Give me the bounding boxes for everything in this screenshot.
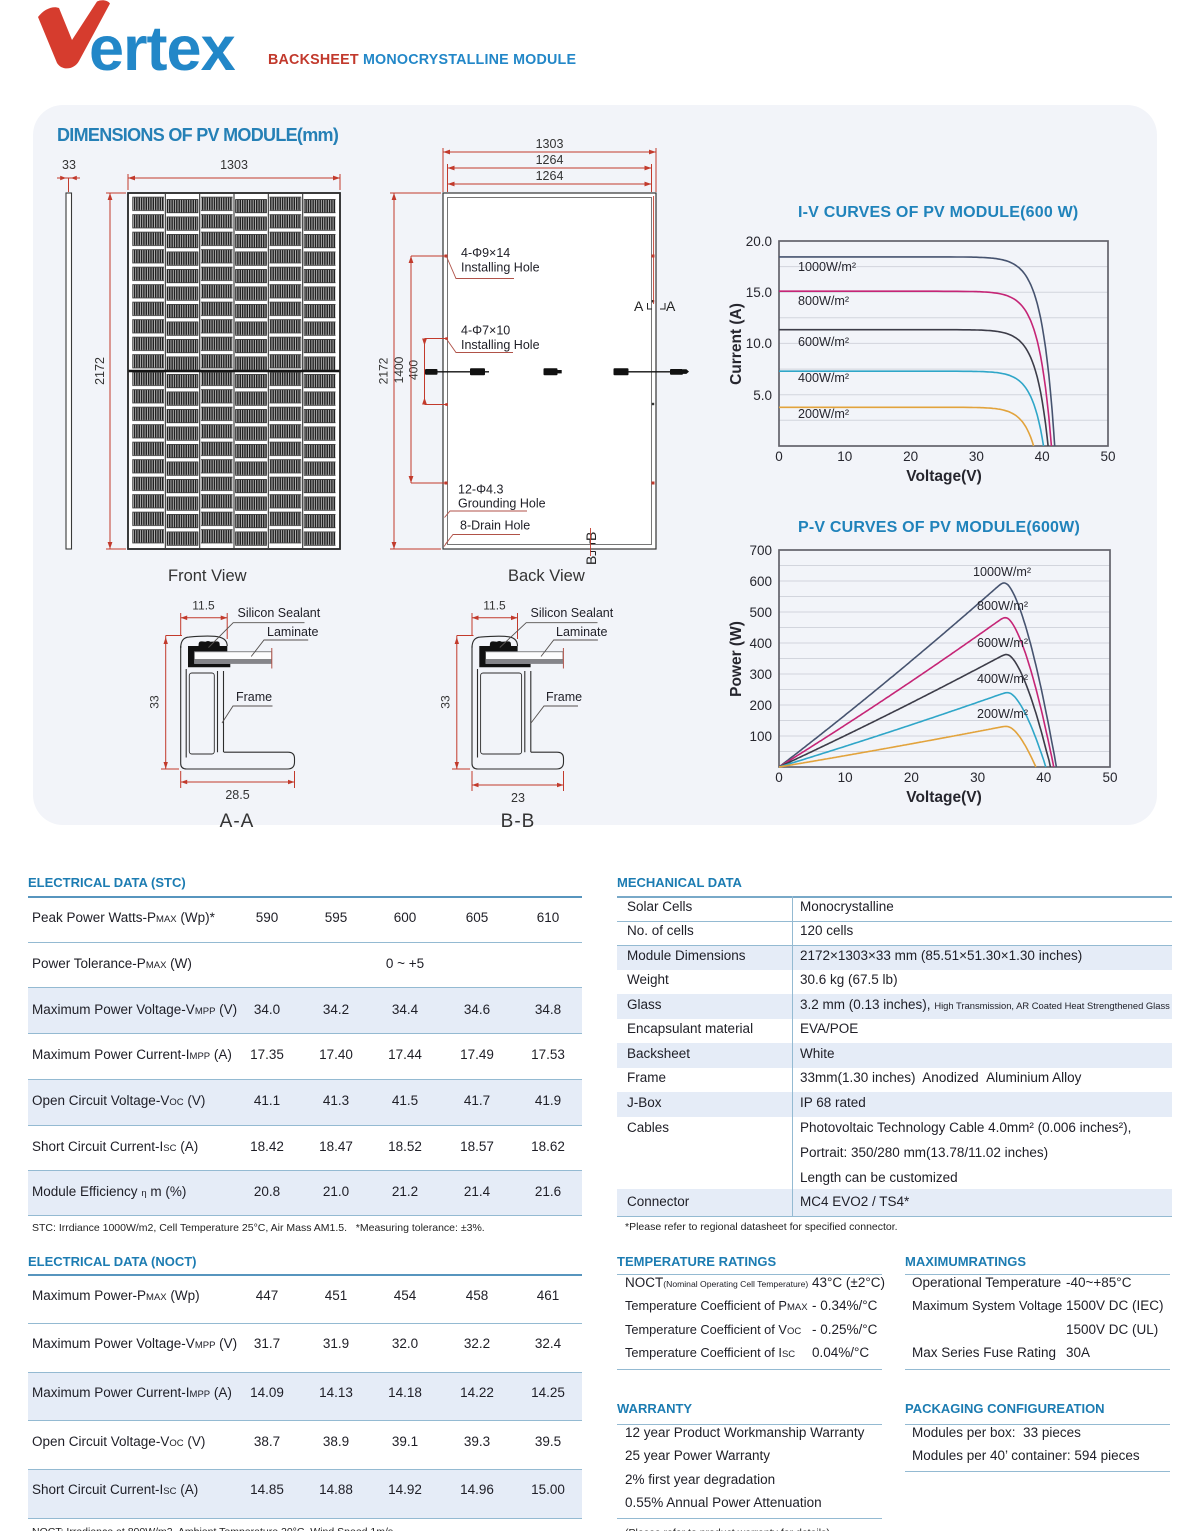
svg-text:Silicon Sealant: Silicon Sealant [531,606,614,620]
svg-text:11.5: 11.5 [483,599,506,613]
svg-text:600W/m²: 600W/m² [977,636,1028,650]
svg-text:28.5: 28.5 [225,788,249,802]
svg-text:A: A [634,298,644,314]
svg-text:1264: 1264 [536,153,564,167]
svg-text:300: 300 [749,667,772,682]
svg-text:B-B: B-B [501,811,536,832]
svg-text:700: 700 [749,543,772,558]
svg-text:15.0: 15.0 [746,285,772,300]
svg-text:1264: 1264 [536,169,564,183]
svg-text:1000W/m²: 1000W/m² [798,260,856,274]
svg-text:1303: 1303 [220,158,248,172]
svg-text:Frame: Frame [546,690,582,704]
svg-text:4-Φ7×10: 4-Φ7×10 [461,324,510,338]
svg-text:30: 30 [970,770,985,785]
svg-text:A-A: A-A [220,811,255,832]
svg-text:33: 33 [62,158,76,172]
svg-text:400W/m²: 400W/m² [977,672,1028,686]
svg-text:Installing Hole: Installing Hole [461,338,540,352]
svg-text:50: 50 [1102,770,1117,785]
svg-text:50: 50 [1100,449,1115,464]
svg-text:20.0: 20.0 [746,234,772,249]
svg-text:2172: 2172 [93,357,107,385]
svg-text:5.0: 5.0 [753,388,772,403]
svg-text:100: 100 [749,729,772,744]
svg-text:33: 33 [439,695,453,709]
svg-text:10: 10 [838,770,853,785]
svg-text:11.5: 11.5 [192,599,215,613]
svg-text:400: 400 [407,360,421,380]
svg-text:Current (A): Current (A) [728,303,745,385]
svg-text:800W/m²: 800W/m² [977,599,1028,613]
svg-text:1000W/m²: 1000W/m² [973,565,1031,579]
svg-text:200: 200 [749,698,772,713]
svg-text:Frame: Frame [236,690,272,704]
svg-text:Installing Hole: Installing Hole [461,261,540,275]
svg-text:10.0: 10.0 [746,336,772,351]
svg-text:12-Φ4.3: 12-Φ4.3 [458,483,503,497]
svg-text:20: 20 [904,770,919,785]
svg-text:500: 500 [749,605,772,620]
svg-text:2172: 2172 [377,357,391,384]
svg-text:600W/m²: 600W/m² [798,335,849,349]
svg-text:40: 40 [1036,770,1051,785]
svg-text:600: 600 [749,574,772,589]
svg-text:10: 10 [837,449,852,464]
svg-text:200W/m²: 200W/m² [798,407,849,421]
svg-text:400W/m²: 400W/m² [798,371,849,385]
svg-text:BACKSHEET MONOCRYSTALLINE MODU: BACKSHEET MONOCRYSTALLINE MODULE [268,52,576,68]
svg-text:800W/m²: 800W/m² [798,294,849,308]
svg-text:Voltage(V): Voltage(V) [906,468,982,485]
svg-text:4-Φ9×14: 4-Φ9×14 [461,246,510,260]
svg-text:Laminate: Laminate [556,625,607,639]
svg-text:I-V CURVES OF PV MODULE(600 W): I-V CURVES OF PV MODULE(600 W) [798,204,1078,221]
svg-text:40: 40 [1035,449,1050,464]
svg-text:0: 0 [775,449,783,464]
svg-text:1400: 1400 [392,356,406,383]
svg-text:Grounding Hole: Grounding Hole [458,497,546,511]
svg-text:200W/m²: 200W/m² [977,707,1028,721]
svg-text:Voltage(V): Voltage(V) [906,789,982,806]
svg-text:400: 400 [749,636,772,651]
svg-text:B: B [583,556,599,565]
svg-text:23: 23 [511,791,525,805]
svg-text:Back View: Back View [508,567,585,585]
svg-text:B: B [583,532,599,541]
svg-text:30: 30 [969,449,984,464]
svg-text:33: 33 [148,695,162,709]
svg-text:P-V CURVES OF PV MODULE(600W): P-V CURVES OF PV MODULE(600W) [798,519,1080,536]
svg-text:Laminate: Laminate [267,625,318,639]
svg-text:Silicon Sealant: Silicon Sealant [238,606,321,620]
svg-text:20: 20 [903,449,918,464]
svg-text:8-Drain Hole: 8-Drain Hole [460,519,530,533]
svg-text:Power (W): Power (W) [728,621,745,697]
svg-text:Front View: Front View [168,567,247,585]
svg-text:1303: 1303 [536,137,564,151]
svg-text:A: A [666,298,676,314]
svg-text:ertex: ertex [89,14,236,84]
svg-text:0: 0 [775,770,783,785]
